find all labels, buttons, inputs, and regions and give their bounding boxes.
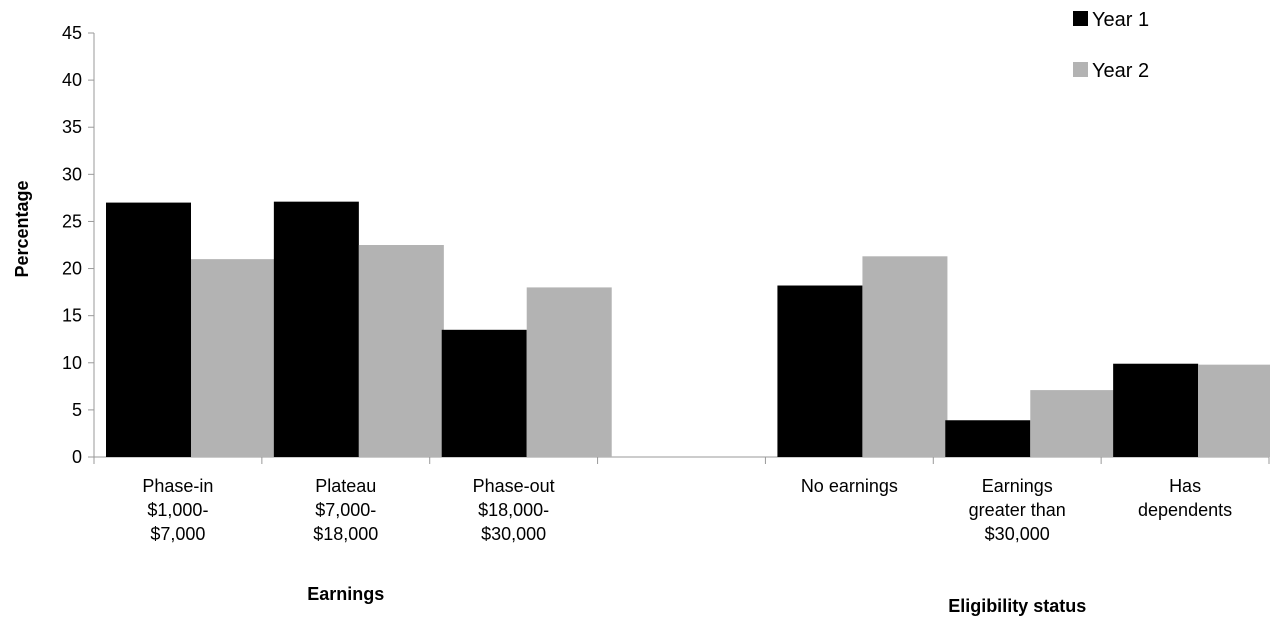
x-tick-label: Plateau xyxy=(315,476,376,496)
y-tick-label: 45 xyxy=(62,23,82,43)
legend-label: Year 1 xyxy=(1092,9,1149,31)
bar-year-2 xyxy=(1030,390,1116,457)
x-tick-label: No earnings xyxy=(801,476,898,496)
legend-swatch xyxy=(1073,11,1088,26)
bar-year-2 xyxy=(191,259,276,457)
bar-year-1 xyxy=(777,285,863,457)
x-tick-label: Phase-in xyxy=(142,476,213,496)
bar-year-2 xyxy=(526,287,612,457)
x-tick-label: $7,000- xyxy=(315,500,376,520)
y-tick-label: 25 xyxy=(62,211,82,231)
y-tick-label: 20 xyxy=(62,259,82,279)
x-tick-label: Has xyxy=(1169,476,1201,496)
y-axis: 0 5 10 15 20 25 30 35 40 45 xyxy=(62,23,95,467)
bars xyxy=(106,201,1270,457)
y-tick-label: 15 xyxy=(62,306,82,326)
y-axis-title: Percentage xyxy=(12,180,32,277)
bar-year-1 xyxy=(945,420,1031,457)
bar-year-1 xyxy=(106,202,191,457)
x-tick-label: Earnings xyxy=(982,476,1053,496)
bar-year-1 xyxy=(1113,363,1199,457)
legend: Year 1 Year 2 xyxy=(1073,9,1149,82)
x-tick-label: Phase-out xyxy=(473,476,555,496)
bar-year-2 xyxy=(1198,364,1270,457)
group-labels: Earnings Eligibility status xyxy=(307,584,1086,616)
x-tick-label: greater than xyxy=(969,500,1066,520)
y-tick-label: 35 xyxy=(62,117,82,137)
category-labels: Phase-in $1,000- $7,000 Plateau $7,000- $18,0… xyxy=(142,476,1232,544)
y-tick-label: 5 xyxy=(72,400,82,420)
x-tick-label: $30,000 xyxy=(481,524,546,544)
legend-label: Year 2 xyxy=(1092,60,1149,82)
group-label: Eligibility status xyxy=(948,596,1086,616)
x-tick-label: $18,000- xyxy=(478,500,549,520)
y-tick-label: 30 xyxy=(62,164,82,184)
y-tick-label: 40 xyxy=(62,70,82,90)
x-tick-label: $1,000- xyxy=(147,500,208,520)
x-tick-label: $30,000 xyxy=(985,524,1050,544)
x-tick-label: dependents xyxy=(1138,500,1232,520)
x-axis xyxy=(93,456,1270,464)
legend-swatch xyxy=(1073,62,1088,77)
y-tick-label: 10 xyxy=(62,353,82,373)
bar-year-2 xyxy=(862,256,948,457)
x-tick-label: $7,000 xyxy=(150,524,205,544)
bar-year-2 xyxy=(358,245,444,457)
group-label: Earnings xyxy=(307,584,384,604)
y-tick-label: 0 xyxy=(72,447,82,467)
x-tick-label: $18,000 xyxy=(313,524,378,544)
bar-year-1 xyxy=(441,329,527,457)
bar-year-1 xyxy=(273,201,359,457)
